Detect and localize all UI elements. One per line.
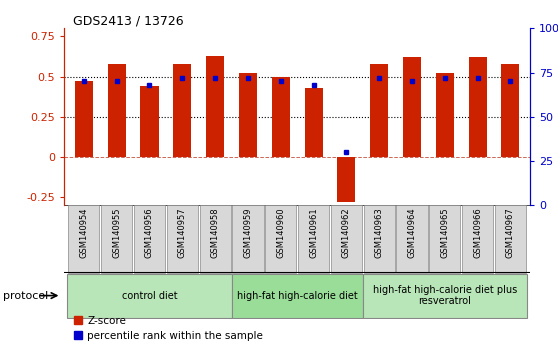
Bar [364,205,395,273]
Text: GSM140962: GSM140962 [342,207,351,258]
Bar [68,274,232,318]
Bar [370,64,388,157]
Text: GSM140964: GSM140964 [407,207,416,258]
Bar [75,81,93,157]
Text: GSM140957: GSM140957 [178,207,187,258]
Text: GSM140954: GSM140954 [79,207,88,258]
Text: GSM140956: GSM140956 [145,207,154,258]
Bar [134,205,165,273]
Bar [305,88,323,157]
Bar [200,205,230,273]
Bar [469,57,487,157]
Text: protocol: protocol [3,291,48,301]
Bar [429,205,460,273]
Bar [141,86,158,157]
Text: GSM140963: GSM140963 [374,207,384,258]
Text: high-fat high-calorie diet: high-fat high-calorie diet [237,291,358,301]
Bar [436,73,454,157]
Bar [206,56,224,157]
Text: GSM140967: GSM140967 [506,207,515,258]
Bar [403,57,421,157]
Text: GSM140961: GSM140961 [309,207,318,258]
Text: GSM140960: GSM140960 [276,207,285,258]
Bar [174,64,191,157]
Bar [167,205,198,273]
Text: high-fat high-calorie diet plus
resveratrol: high-fat high-calorie diet plus resverat… [373,285,517,307]
Bar [298,205,329,273]
Text: GSM140959: GSM140959 [243,207,252,258]
Text: GSM140965: GSM140965 [440,207,449,258]
Bar [239,73,257,157]
Bar [232,205,263,273]
Bar [331,205,362,273]
Legend: Z-score, percentile rank within the sample: Z-score, percentile rank within the samp… [69,312,267,345]
Bar [101,205,132,273]
Bar [338,157,355,202]
Bar [495,205,526,273]
Bar [363,274,527,318]
Text: control diet: control diet [122,291,177,301]
Text: GDS2413 / 13726: GDS2413 / 13726 [74,14,184,27]
Text: GSM140955: GSM140955 [112,207,121,258]
Bar [396,205,427,273]
Text: GSM140958: GSM140958 [210,207,220,258]
Bar [232,274,363,318]
Bar [108,64,126,157]
Bar [272,76,290,157]
Bar [265,205,296,273]
Text: GSM140966: GSM140966 [473,207,482,258]
Bar [462,205,493,273]
Bar [502,64,519,157]
Bar [68,205,99,273]
